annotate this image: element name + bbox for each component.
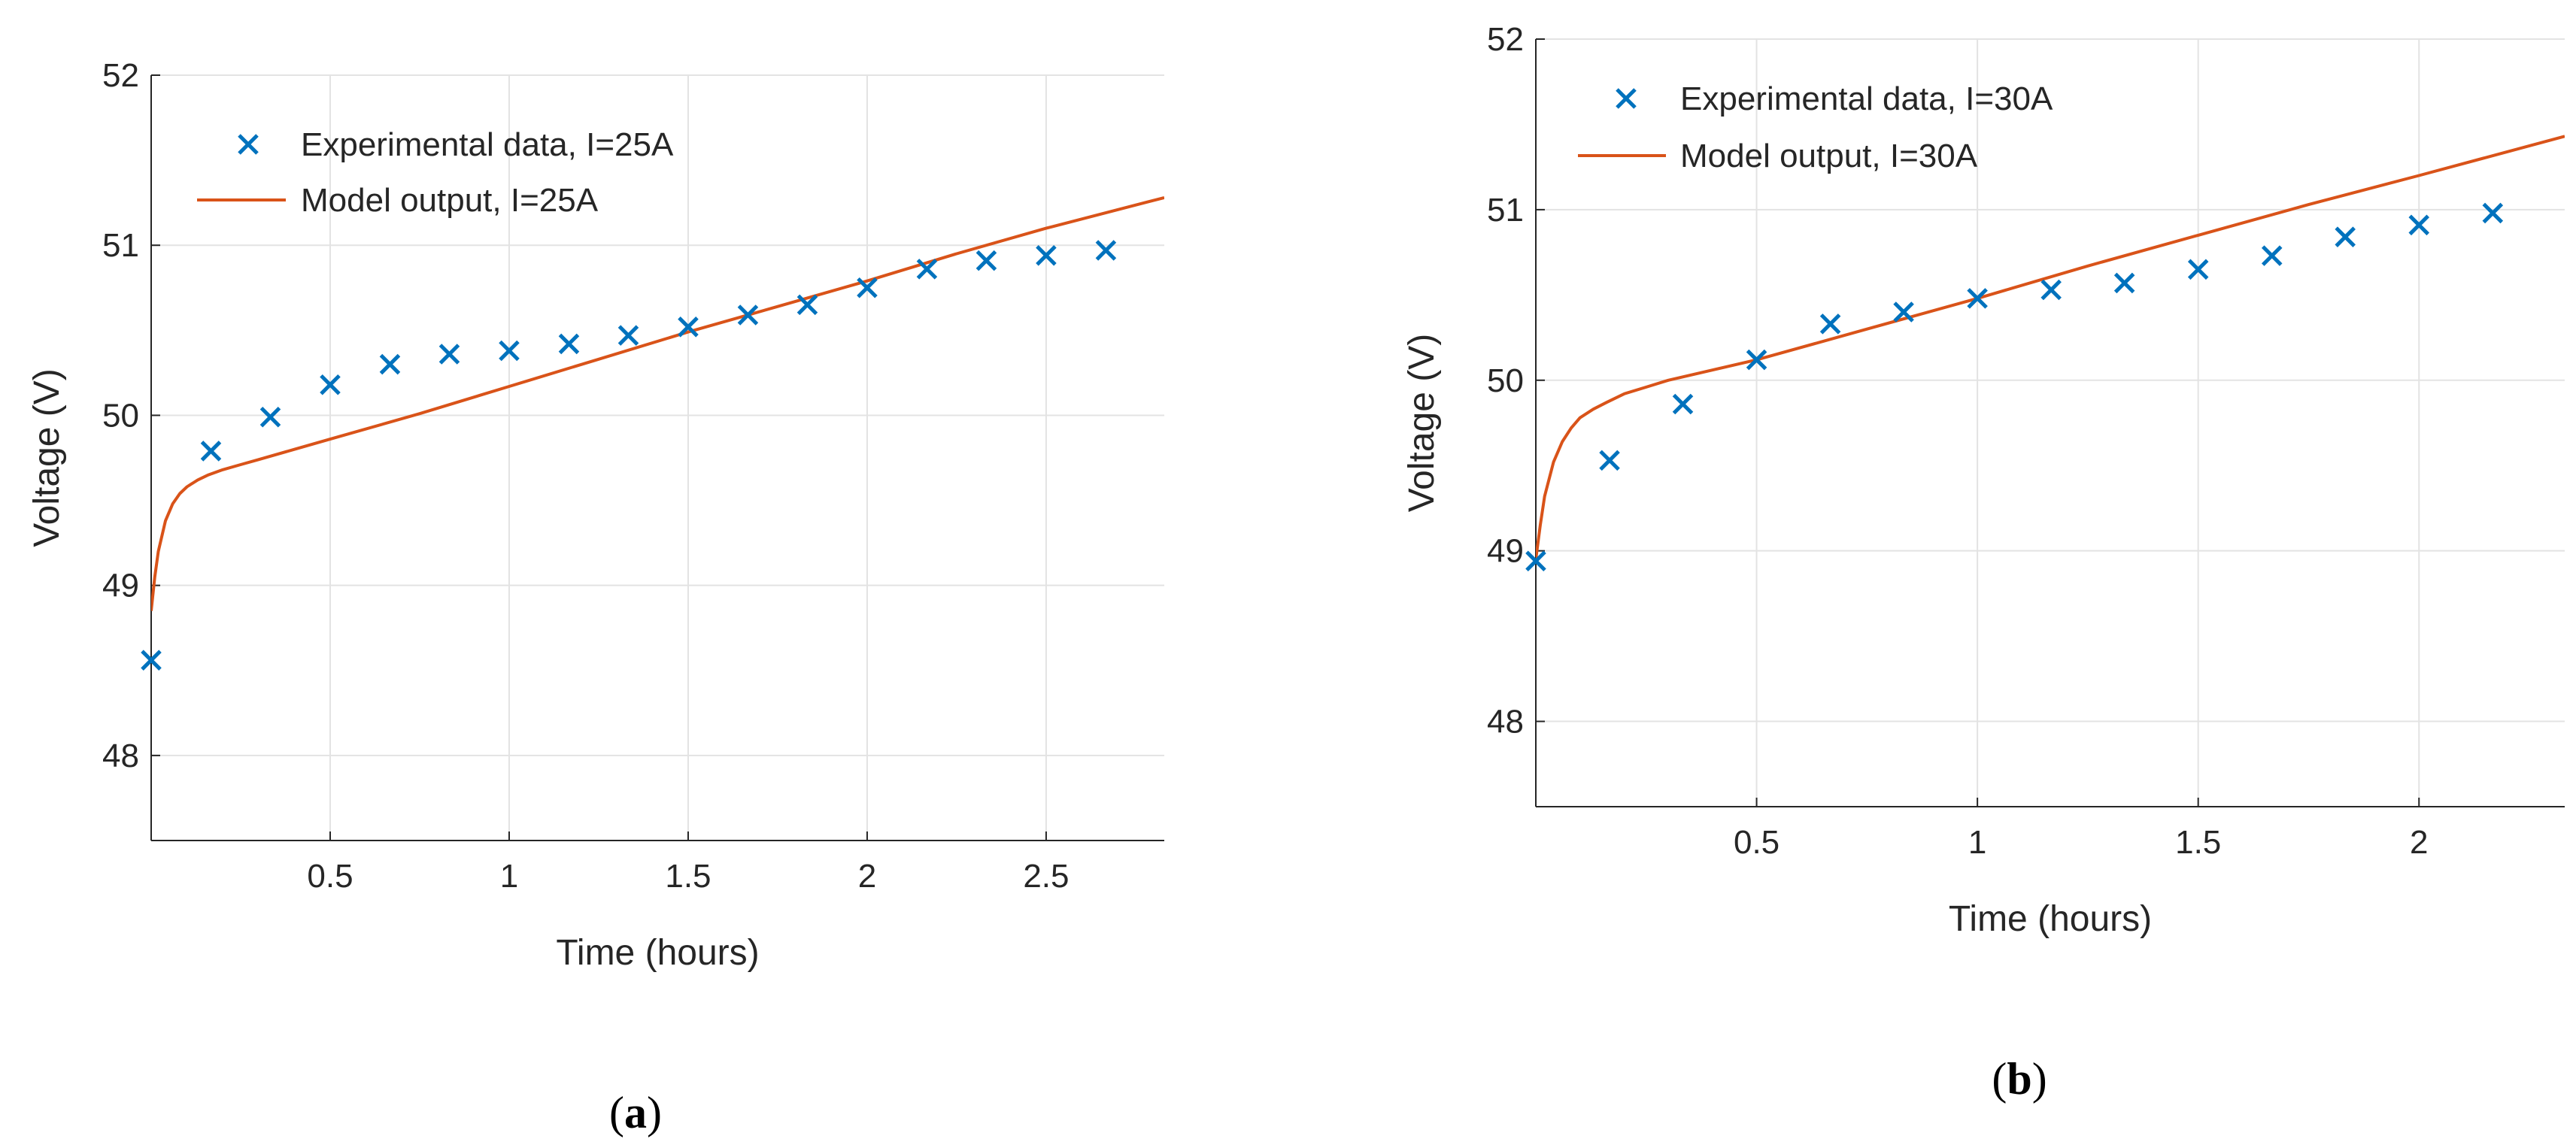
x-tick-label: 2.5 (1023, 858, 1069, 895)
experimental-data-point (1525, 550, 1546, 572)
model-output-line (151, 195, 1164, 611)
experimental-data-point (2408, 214, 2430, 236)
panel-label: (a) (609, 1088, 662, 1137)
experimental-data-point (1599, 450, 1620, 471)
x-tick-label: 1 (500, 858, 518, 895)
experimental-data-point (796, 294, 818, 316)
experimental-data-point (916, 259, 938, 280)
panel-label-letter: b (2007, 1054, 2031, 1104)
experimental-data-point (2335, 226, 2356, 247)
experimental-data-point (2261, 245, 2283, 266)
legend: Experimental data, I=30A Model output, I=… (1578, 80, 2053, 174)
experimental-data-point (558, 333, 580, 355)
y-tick-label: 51 (1487, 192, 1524, 229)
experimental-data-point (678, 317, 699, 338)
y-tick-label: 50 (1487, 362, 1524, 399)
chart-panel-b: 0.5 1 1.5 2 48 49 50 51 52 Time (hours) Voltage (V… (1402, 21, 2565, 1104)
y-tick-label: 50 (102, 397, 139, 434)
x-tick-label: 2 (858, 858, 876, 895)
panel-label-close-paren: ) (647, 1088, 662, 1137)
experimental-data-point (2187, 259, 2209, 280)
experimental-data-point (1893, 301, 1914, 323)
panel-label: (b) (1992, 1054, 2047, 1104)
experimental-data-point (1746, 349, 1767, 371)
y-tick-label: 52 (102, 57, 139, 94)
legend-model-label: Model output, I=30A (1680, 138, 1978, 174)
experimental-data-point (200, 441, 222, 462)
y-tick-label: 49 (1487, 533, 1524, 570)
y-axis-label: Voltage (V) (27, 368, 67, 547)
y-tick-label: 49 (102, 568, 139, 604)
legend-experimental-label: Experimental data, I=25A (301, 126, 674, 163)
x-tick-label: 1.5 (665, 858, 711, 895)
experimental-data-point (1672, 393, 1694, 415)
experimental-data-point (737, 304, 759, 326)
legend-experimental-marker (1616, 88, 1637, 109)
chart-panel-a: 0.5 1 1.5 2 2.5 48 49 50 51 52 Time (hours) Voltage… (27, 57, 1164, 1137)
experimental-data-point (2482, 202, 2504, 224)
panel-label-open-paren: ( (609, 1088, 624, 1137)
x-tick-label: 1.5 (2175, 824, 2221, 861)
x-tick-label: 1 (1968, 824, 1986, 861)
x-tick-label: 0.5 (1734, 824, 1780, 861)
y-axis-label: Voltage (V) (1402, 334, 1442, 512)
panel-label-letter: a (624, 1088, 647, 1137)
experimental-data-point (857, 277, 878, 298)
panel-label-close-paren: ) (2032, 1054, 2047, 1104)
experimental-data-point (1967, 288, 1988, 309)
x-tick-label: 2 (2410, 824, 2428, 861)
experimental-data-point (617, 325, 639, 346)
legend-experimental-label: Experimental data, I=30A (1680, 80, 2053, 117)
x-tick-label: 0.5 (307, 858, 353, 895)
legend-experimental-marker (238, 134, 259, 155)
experimental-data-point (1819, 314, 1841, 335)
experimental-data-point (379, 353, 401, 375)
model-output-line (1536, 135, 2565, 560)
x-axis-label: Time (hours) (1949, 899, 2152, 939)
experimental-data-point (141, 650, 162, 671)
experimental-data-point (975, 250, 997, 271)
panel-label-open-paren: ( (1992, 1054, 2007, 1104)
y-tick-label: 52 (1487, 21, 1524, 58)
legend-model-label: Model output, I=25A (301, 182, 599, 219)
experimental-data-point (2113, 272, 2135, 294)
y-tick-label: 48 (1487, 704, 1524, 741)
experimental-data-point (259, 406, 281, 428)
experimental-data-point (2040, 279, 2062, 301)
experimental-data-point (438, 344, 460, 365)
x-axis-label: Time (hours) (556, 933, 759, 973)
legend: Experimental data, I=25A Model output, I=… (197, 126, 674, 219)
experimental-data-point (320, 374, 341, 395)
experimental-data-point (1036, 245, 1057, 266)
experimental-data-point (499, 340, 520, 362)
y-tick-label: 48 (102, 738, 139, 774)
y-tick-label: 51 (102, 227, 139, 264)
experimental-data-point (1095, 240, 1117, 261)
